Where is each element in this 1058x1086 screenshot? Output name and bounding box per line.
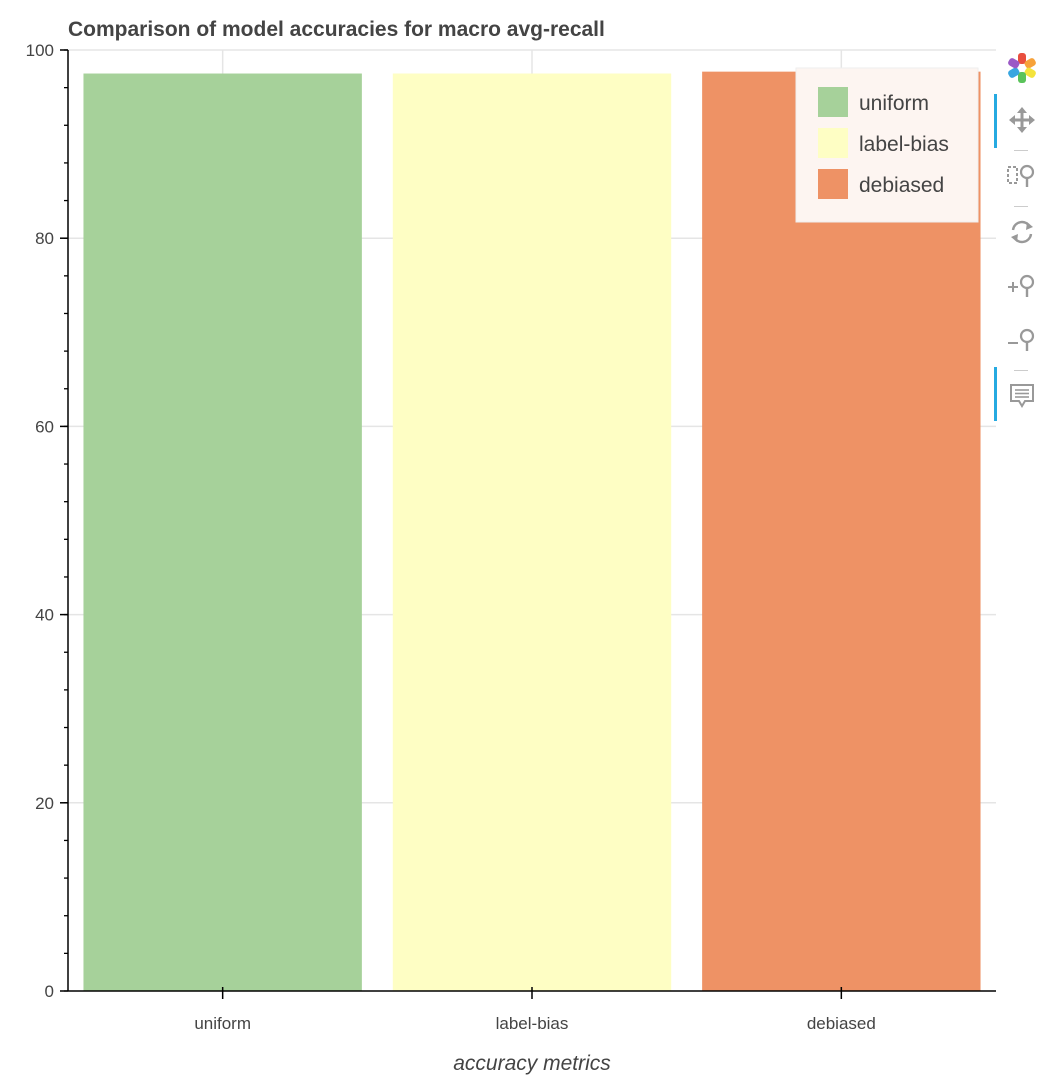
- bar-uniform: [83, 73, 362, 991]
- box-zoom-icon: [1007, 164, 1035, 187]
- zoom-in-tool[interactable]: [996, 266, 1048, 306]
- x-axis-label: accuracy metrics: [453, 1052, 611, 1075]
- legend: uniform label-bias debiased: [795, 67, 979, 223]
- hover-icon: [1010, 384, 1034, 408]
- hover-active-indicator: [994, 367, 997, 421]
- legend-label-uniform: uniform: [859, 92, 929, 115]
- legend-swatch-debiased: [818, 169, 848, 199]
- y-tick-label: 100: [26, 41, 54, 60]
- chart-title: Comparison of model accuracies for macro…: [68, 18, 605, 41]
- box-zoom-tool[interactable]: [996, 156, 1048, 196]
- y-tick-label: 80: [35, 229, 54, 248]
- pan-tool[interactable]: [996, 100, 1048, 140]
- x-tick-label: label-bias: [496, 1014, 569, 1033]
- x-tick-label: uniform: [194, 1014, 251, 1033]
- separator: [1014, 150, 1028, 151]
- bars: [83, 71, 981, 991]
- zoom-out-tool[interactable]: [996, 320, 1048, 360]
- separator: [1014, 206, 1028, 207]
- pan-icon: [1009, 107, 1035, 133]
- bokeh-logo[interactable]: [996, 46, 1048, 86]
- bar-label-bias: [392, 73, 672, 991]
- bokeh-logo-icon: [1008, 53, 1036, 83]
- pan-active-indicator: [994, 94, 997, 148]
- legend-label-debiased: debiased: [859, 174, 944, 197]
- y-tick-label: 60: [35, 417, 54, 436]
- bar-debiased: [702, 71, 981, 991]
- reset-icon: [1011, 220, 1033, 244]
- legend-swatch-label-bias: [818, 128, 848, 158]
- legend-label-label-bias: label-bias: [859, 133, 949, 156]
- y-tick-label: 20: [35, 794, 54, 813]
- x-tick-label: debiased: [807, 1014, 876, 1033]
- bar-chart: Comparison of model accuracies for macro…: [26, 18, 996, 1075]
- legend-swatch-uniform: [818, 87, 848, 117]
- hover-tool[interactable]: [996, 376, 1048, 416]
- separator: [1014, 370, 1028, 371]
- y-tick-label: 0: [45, 982, 54, 1001]
- zoom-in-icon: [1008, 274, 1035, 297]
- axes: 0 20 40 60 80 100 uniform label-bias debiased: [26, 41, 996, 1033]
- y-tick-label: 40: [35, 606, 54, 625]
- reset-tool[interactable]: [996, 212, 1048, 252]
- zoom-out-icon: [1008, 328, 1035, 351]
